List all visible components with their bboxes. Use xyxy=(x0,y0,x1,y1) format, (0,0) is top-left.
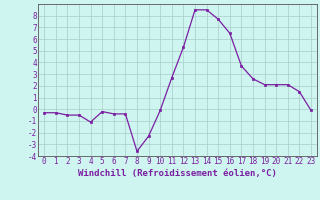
X-axis label: Windchill (Refroidissement éolien,°C): Windchill (Refroidissement éolien,°C) xyxy=(78,169,277,178)
